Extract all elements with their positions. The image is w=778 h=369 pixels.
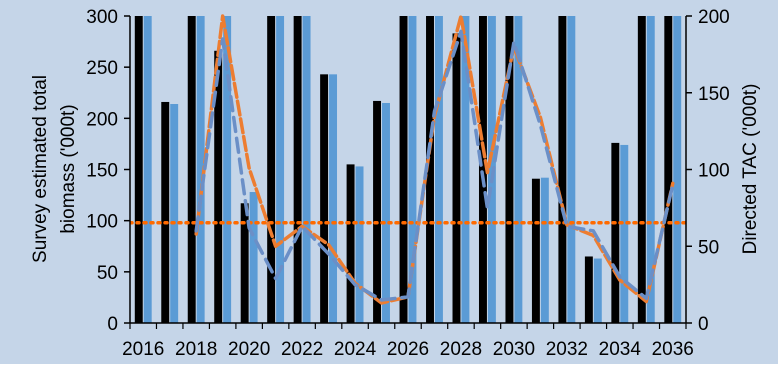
bar-s1-2018 xyxy=(188,16,196,323)
left-tick-label-300: 300 xyxy=(86,7,118,28)
bar-s1-2024 xyxy=(347,164,355,323)
bar-s1-2033 xyxy=(585,256,593,323)
bar-s1-2031 xyxy=(532,179,540,323)
bar-s2-2027 xyxy=(435,16,443,323)
x-tick-label-2020: 2020 xyxy=(228,339,270,360)
bar-s1-2026 xyxy=(400,16,408,323)
x-tick-label-2022: 2022 xyxy=(281,339,323,360)
bar-s1-2023 xyxy=(320,74,328,323)
x-tick-label-2016: 2016 xyxy=(122,339,164,360)
left-axis-title-line-2: biomass ('000t) xyxy=(58,104,79,233)
bar-s1-2028 xyxy=(453,33,461,323)
bar-s2-2036 xyxy=(673,16,681,323)
bar-s2-2022 xyxy=(303,16,311,323)
bar-s2-2032 xyxy=(567,16,575,323)
bar-s1-2035 xyxy=(638,16,646,323)
x-tick-label-2018: 2018 xyxy=(175,339,217,360)
x-tick-label-2036: 2036 xyxy=(652,339,694,360)
right-tick-label-50: 50 xyxy=(698,237,719,258)
right-tick-label-100: 100 xyxy=(698,161,730,182)
bar-s1-2017 xyxy=(161,102,169,323)
left-tick-label-100: 100 xyxy=(86,212,118,233)
x-tick-label-2030: 2030 xyxy=(493,339,535,360)
right-tick-label-200: 200 xyxy=(698,7,730,28)
bar-s2-2024 xyxy=(356,166,364,323)
left-tick-label-50: 50 xyxy=(97,263,118,284)
left-tick-label-200: 200 xyxy=(86,109,118,130)
bar-s1-2025 xyxy=(373,101,381,323)
left-axis-title-line-1: Survey estimated total xyxy=(30,75,51,263)
bar-s2-2020 xyxy=(250,192,258,323)
left-tick-label-150: 150 xyxy=(86,161,118,182)
bar-s1-2036 xyxy=(664,16,672,323)
bar-s2-2031 xyxy=(541,178,549,323)
left-tick-label-250: 250 xyxy=(86,58,118,79)
bar-s1-2021 xyxy=(267,16,275,323)
left-tick-label-0: 0 xyxy=(107,314,118,335)
bar-s2-2034 xyxy=(620,145,628,323)
x-tick-label-2028: 2028 xyxy=(440,339,482,360)
x-tick-label-2026: 2026 xyxy=(387,339,429,360)
bar-s2-2025 xyxy=(382,103,390,323)
bar-s1-2016 xyxy=(135,16,143,323)
bar-s1-2032 xyxy=(558,16,566,323)
x-tick-label-2024: 2024 xyxy=(334,339,377,360)
x-tick-label-2034: 2034 xyxy=(599,339,642,360)
right-axis-title-text: Directed TAC ('000t) xyxy=(740,84,761,255)
bar-s2-2017 xyxy=(170,104,178,323)
right-tick-label-150: 150 xyxy=(698,84,730,105)
bar-s1-2034 xyxy=(611,143,619,323)
x-tick-label-2032: 2032 xyxy=(546,339,588,360)
bar-s2-2033 xyxy=(594,259,602,323)
bar-s2-2016 xyxy=(144,16,152,323)
right-tick-label-0: 0 xyxy=(698,314,709,335)
bar-s1-2022 xyxy=(294,16,302,323)
bar-s2-2023 xyxy=(329,74,337,323)
right-axis-title: Directed TAC ('000t) xyxy=(740,84,761,255)
